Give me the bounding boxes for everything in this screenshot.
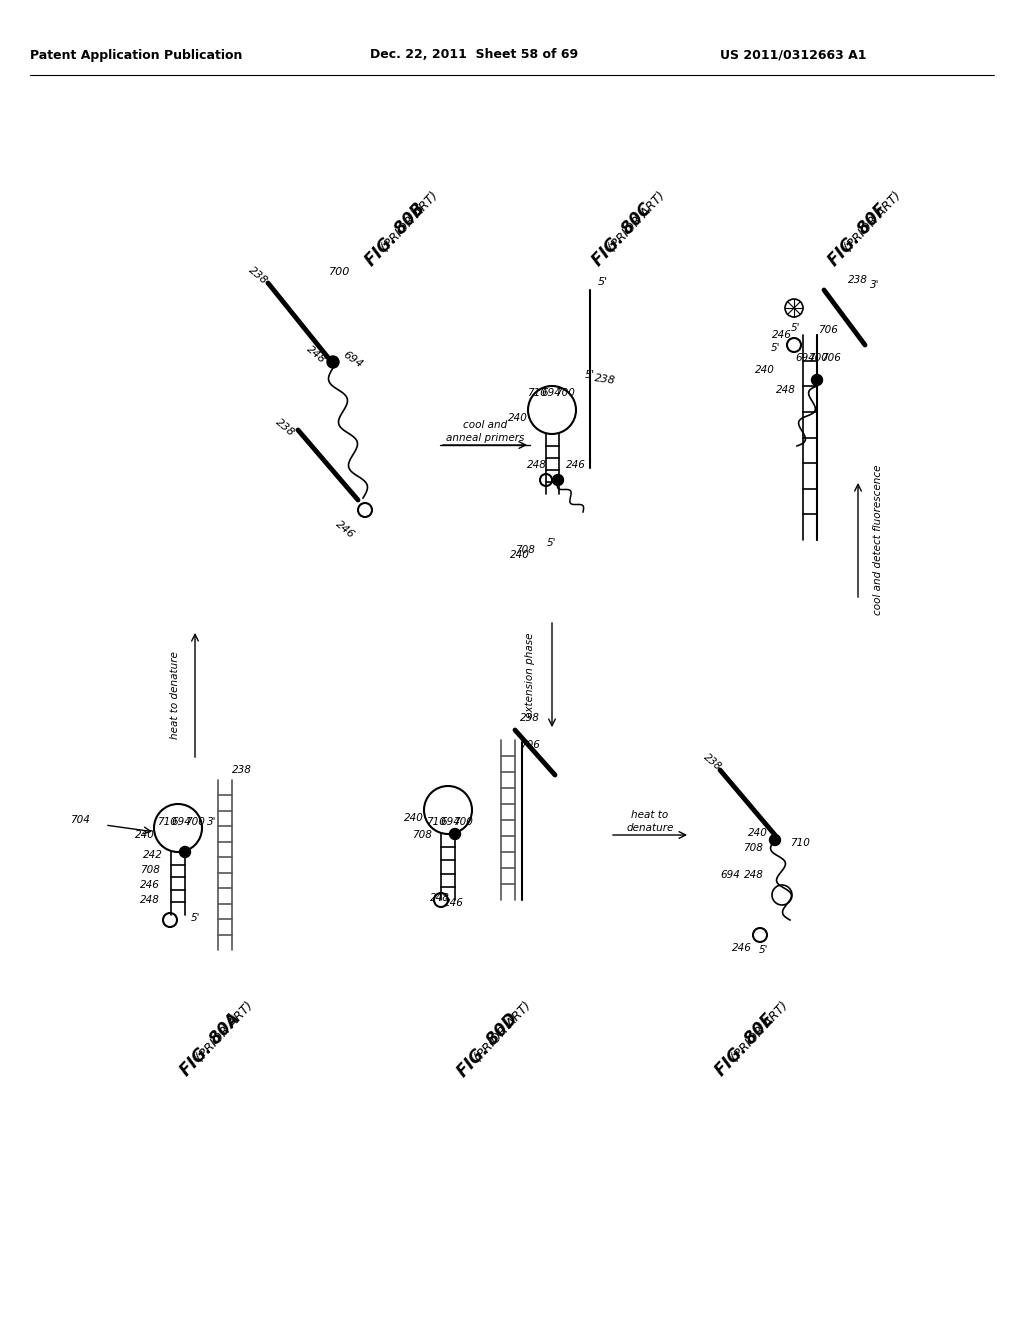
- Text: 238: 238: [273, 417, 296, 438]
- Text: 246: 246: [334, 519, 356, 541]
- Text: 238: 238: [232, 766, 252, 775]
- Text: 708: 708: [140, 865, 160, 875]
- Text: 248: 248: [776, 385, 796, 395]
- Text: FIG. 80D: FIG. 80D: [454, 1010, 522, 1081]
- Text: Dec. 22, 2011  Sheet 58 of 69: Dec. 22, 2011 Sheet 58 of 69: [370, 49, 579, 62]
- Text: 3': 3': [870, 280, 880, 290]
- Text: 240: 240: [755, 366, 775, 375]
- Text: 240: 240: [749, 828, 768, 838]
- Text: 248: 248: [527, 459, 547, 470]
- Text: 710: 710: [527, 388, 547, 399]
- Text: 700: 700: [808, 352, 828, 363]
- Text: heat to: heat to: [632, 810, 669, 820]
- Text: 5': 5': [759, 945, 769, 954]
- Text: 700: 700: [185, 817, 205, 828]
- Text: 240: 240: [508, 413, 528, 422]
- Text: (PRIOR ART): (PRIOR ART): [379, 189, 440, 253]
- Text: 5': 5': [771, 343, 780, 352]
- Text: 246: 246: [772, 330, 792, 341]
- Text: 238: 238: [848, 275, 868, 285]
- Text: cool and: cool and: [463, 420, 507, 430]
- Text: 242: 242: [143, 850, 163, 861]
- Text: 5': 5': [598, 277, 608, 286]
- Text: 708: 708: [515, 545, 535, 554]
- Text: 5': 5': [792, 323, 801, 333]
- Text: 704: 704: [70, 814, 90, 825]
- Circle shape: [553, 474, 563, 486]
- Text: (PRIOR ART): (PRIOR ART): [194, 999, 256, 1064]
- Text: 706: 706: [821, 352, 841, 363]
- Text: 238: 238: [520, 713, 540, 723]
- Text: 248: 248: [304, 345, 328, 366]
- Text: FIG. 80F: FIG. 80F: [825, 201, 891, 269]
- Text: anneal primers: anneal primers: [445, 433, 524, 444]
- Text: 700: 700: [555, 388, 574, 399]
- Text: FIG. 80A: FIG. 80A: [176, 1010, 244, 1080]
- Text: 710: 710: [157, 817, 177, 828]
- Text: 246: 246: [444, 898, 464, 908]
- Text: (PRIOR ART): (PRIOR ART): [842, 189, 903, 253]
- Text: 240: 240: [510, 550, 530, 560]
- Text: (PRIOR ART): (PRIOR ART): [605, 189, 668, 253]
- Text: (PRIOR ART): (PRIOR ART): [729, 999, 791, 1064]
- Text: 710: 710: [426, 817, 445, 828]
- Text: heat to denature: heat to denature: [170, 651, 180, 739]
- Text: denature: denature: [627, 822, 674, 833]
- Text: 694: 694: [440, 817, 460, 828]
- Circle shape: [811, 375, 822, 385]
- Text: cool and detect fluorescence: cool and detect fluorescence: [873, 465, 883, 615]
- Text: FIG. 80B: FIG. 80B: [361, 199, 429, 271]
- Circle shape: [769, 834, 780, 846]
- Text: 238: 238: [247, 265, 269, 286]
- Text: US 2011/0312663 A1: US 2011/0312663 A1: [720, 49, 866, 62]
- Circle shape: [327, 356, 339, 368]
- Text: 246: 246: [566, 459, 586, 470]
- Text: Patent Application Publication: Patent Application Publication: [30, 49, 243, 62]
- Text: 248: 248: [744, 870, 764, 880]
- Text: 706: 706: [818, 325, 838, 335]
- Text: 708: 708: [412, 830, 432, 840]
- Text: 246: 246: [140, 880, 160, 890]
- Text: 248: 248: [430, 894, 450, 903]
- Text: 694: 694: [541, 388, 561, 399]
- Text: 5': 5': [191, 913, 201, 923]
- Text: 5': 5': [547, 539, 557, 548]
- Text: 706: 706: [520, 741, 540, 750]
- Text: 246: 246: [732, 942, 752, 953]
- Text: 240: 240: [135, 830, 155, 840]
- Text: FIG. 80E: FIG. 80E: [712, 1010, 778, 1080]
- Text: 248: 248: [140, 895, 160, 906]
- Text: 238: 238: [594, 374, 616, 387]
- Circle shape: [450, 829, 461, 840]
- Text: 5': 5': [585, 370, 595, 380]
- Text: 238: 238: [701, 752, 723, 772]
- Text: 694: 694: [171, 817, 190, 828]
- Text: 710: 710: [791, 838, 810, 847]
- Circle shape: [179, 846, 190, 858]
- Text: 694: 694: [795, 352, 815, 363]
- Text: extension phase: extension phase: [525, 632, 535, 718]
- Text: FIG. 80C: FIG. 80C: [589, 201, 655, 269]
- Text: 240: 240: [404, 813, 424, 822]
- Text: 694: 694: [720, 870, 740, 880]
- Text: 708: 708: [743, 843, 763, 853]
- Text: 700: 700: [330, 267, 350, 277]
- Text: 3': 3': [207, 817, 217, 828]
- Text: 694: 694: [341, 350, 365, 370]
- Text: (PRIOR ART): (PRIOR ART): [472, 999, 534, 1064]
- Text: 700: 700: [453, 817, 473, 828]
